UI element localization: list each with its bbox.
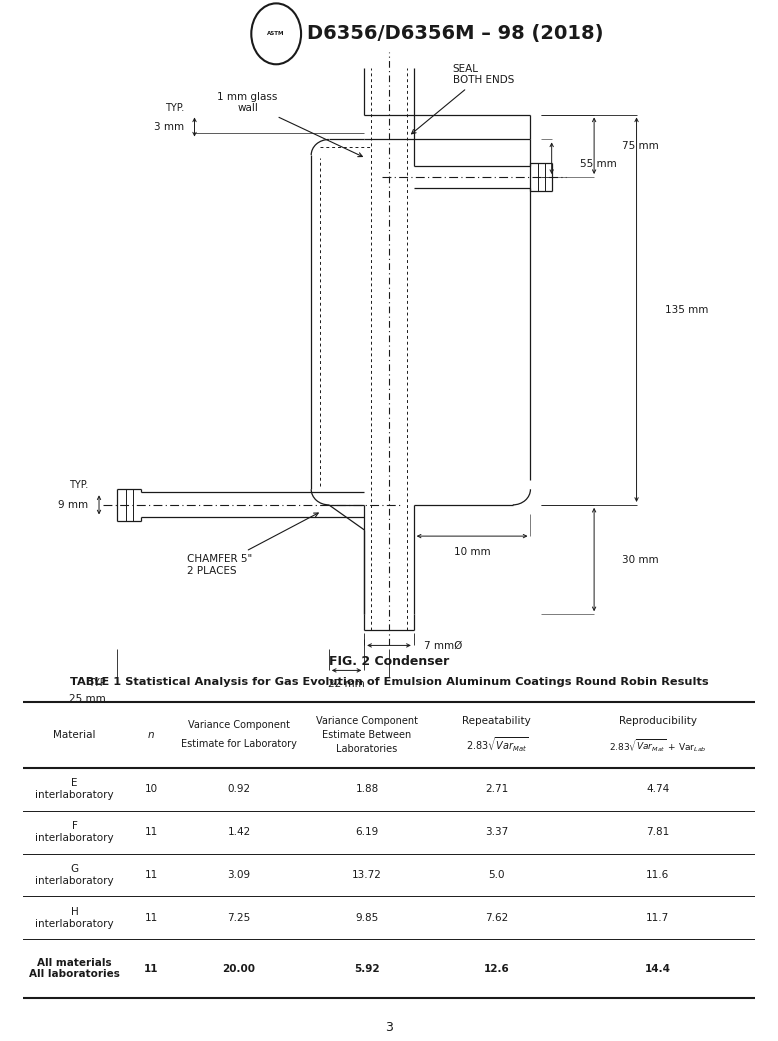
Text: 55 mm: 55 mm <box>580 159 617 170</box>
Text: 12.6: 12.6 <box>484 964 510 973</box>
Text: 6.19: 6.19 <box>356 827 379 837</box>
Text: Estimate Between: Estimate Between <box>322 730 412 740</box>
Text: TYP.: TYP. <box>69 480 89 489</box>
Text: 11: 11 <box>144 964 159 973</box>
Text: Laboratories: Laboratories <box>336 743 398 754</box>
Text: 10 mm: 10 mm <box>454 547 490 557</box>
Text: D6356/D6356M – 98 (2018): D6356/D6356M – 98 (2018) <box>307 24 604 44</box>
Text: 5.92: 5.92 <box>354 964 380 973</box>
Text: 2.71: 2.71 <box>485 784 509 794</box>
Text: 5.0: 5.0 <box>489 870 505 880</box>
Text: 3.37: 3.37 <box>485 827 509 837</box>
Text: All materials
All laboratories: All materials All laboratories <box>29 958 120 980</box>
Text: 7.81: 7.81 <box>647 827 669 837</box>
Text: CHAMFER 5"
2 PLACES: CHAMFER 5" 2 PLACES <box>187 513 318 576</box>
Text: Reproducibility: Reproducibility <box>619 716 697 727</box>
Text: 1.88: 1.88 <box>356 784 379 794</box>
Text: 3 mm: 3 mm <box>154 122 184 132</box>
Text: Repeatability: Repeatability <box>462 716 531 727</box>
Text: 11: 11 <box>145 827 158 837</box>
Text: 30 mm: 30 mm <box>622 555 659 564</box>
Text: 9.85: 9.85 <box>356 913 379 923</box>
Text: TYP.: TYP. <box>165 103 184 113</box>
Text: TABLE 1 Statistical Analysis for Gas Evolution of Emulsion Aluminum Coatings Rou: TABLE 1 Statistical Analysis for Gas Evo… <box>70 677 708 687</box>
Text: 2.83$\sqrt{Var_{Mat}}$: 2.83$\sqrt{Var_{Mat}}$ <box>466 736 528 755</box>
Text: 7.25: 7.25 <box>227 913 251 923</box>
Text: TYP: TYP <box>89 678 106 688</box>
Text: 20.00: 20.00 <box>223 964 256 973</box>
Text: H
interlaboratory: H interlaboratory <box>35 907 114 929</box>
Text: 75 mm: 75 mm <box>622 141 659 151</box>
Text: 11: 11 <box>145 913 158 923</box>
Text: 14.4: 14.4 <box>645 964 671 973</box>
Text: 3: 3 <box>385 1021 393 1035</box>
Text: 11.6: 11.6 <box>647 870 669 880</box>
Text: E
interlaboratory: E interlaboratory <box>35 779 114 799</box>
Text: ASTM: ASTM <box>268 31 285 36</box>
Text: Variance Component: Variance Component <box>188 719 290 730</box>
Text: n: n <box>148 730 155 740</box>
Text: Estimate for Laboratory: Estimate for Laboratory <box>181 738 297 748</box>
Text: 13.72: 13.72 <box>352 870 382 880</box>
Text: 7.62: 7.62 <box>485 913 509 923</box>
Text: F
interlaboratory: F interlaboratory <box>35 821 114 843</box>
Text: 1 mm glass
wall: 1 mm glass wall <box>217 92 363 156</box>
Text: 9 mm: 9 mm <box>58 500 89 510</box>
Text: 4.74: 4.74 <box>647 784 669 794</box>
Text: G
interlaboratory: G interlaboratory <box>35 864 114 886</box>
Text: 3.09: 3.09 <box>227 870 251 880</box>
Text: SEAL
BOTH ENDS: SEAL BOTH ENDS <box>412 64 514 134</box>
Text: 22 mm: 22 mm <box>328 680 365 689</box>
Text: 1.42: 1.42 <box>227 827 251 837</box>
Text: 11.7: 11.7 <box>647 913 669 923</box>
Text: 25 mm: 25 mm <box>69 693 106 704</box>
Text: Variance Component: Variance Component <box>316 716 418 727</box>
Text: 135 mm: 135 mm <box>665 305 708 314</box>
Text: 2.83$\sqrt{Var_{Mat}}$ + Var$_{Lab}$: 2.83$\sqrt{Var_{Mat}}$ + Var$_{Lab}$ <box>609 737 706 754</box>
Text: 11: 11 <box>145 870 158 880</box>
Text: FIG. 2 Condenser: FIG. 2 Condenser <box>329 655 449 667</box>
Text: 7 mmØ: 7 mmØ <box>424 640 463 651</box>
Text: 0.92: 0.92 <box>227 784 251 794</box>
Text: Material: Material <box>53 730 96 740</box>
Text: 10: 10 <box>145 784 158 794</box>
